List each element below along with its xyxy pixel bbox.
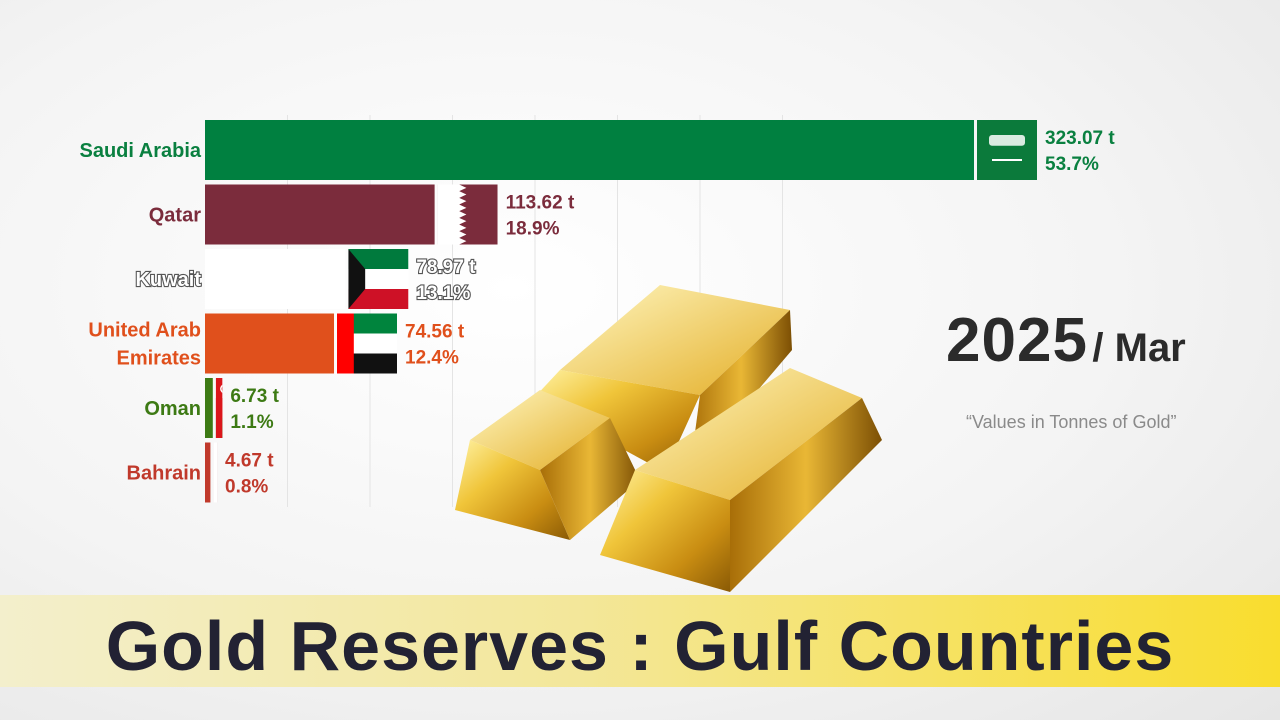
bahrain-flag (213, 442, 218, 503)
gold-bars-image (455, 285, 882, 592)
kuwait-flag (348, 249, 409, 309)
value-label: 4.67 t (225, 451, 274, 472)
category-label: Qatar (149, 205, 201, 227)
period-year: 2025 (946, 306, 1088, 375)
percent-label: 13.1% (416, 283, 470, 304)
bars-group: Saudi Arabia 323.07 t 53.7% Qatar 113.62 t 18… (79, 120, 1115, 503)
category-label: Kuwait (135, 269, 201, 291)
value-label: 6.73 t (230, 386, 279, 407)
bar-qatar (205, 184, 435, 245)
period-month: / Mar (1092, 326, 1186, 370)
bar-oman (205, 378, 213, 438)
bar-saudi-arabia (205, 120, 974, 180)
period-label: 2025 / Mar (946, 305, 1186, 376)
percent-label: 0.8% (225, 477, 268, 498)
bar-united-arab-emirates (205, 313, 335, 374)
oman-flag (215, 378, 223, 438)
bar-kuwait (205, 249, 346, 309)
category-label: Saudi Arabia (79, 140, 201, 162)
category-label: Oman (144, 398, 201, 420)
title-banner (0, 595, 1280, 687)
value-label: 78.97 t (416, 257, 476, 278)
category-label: United Arab Emirates (88, 320, 201, 370)
category-label: Bahrain (127, 463, 201, 485)
banner-title: Gold Reserves : Gulf Countries (105, 607, 1175, 685)
value-label: 74.56 t (405, 322, 465, 343)
percent-label: 18.9% (506, 219, 560, 240)
value-label: 113.62 t (506, 193, 575, 214)
units-note: “Values in Tonnes of Gold” (966, 412, 1177, 432)
value-label: 323.07 t (1045, 128, 1115, 149)
saudi-arabia-flag (977, 120, 1037, 180)
percent-label: 12.4% (405, 348, 459, 369)
percent-label: 53.7% (1045, 154, 1099, 175)
uae-flag (337, 313, 398, 374)
bar-bahrain (205, 442, 211, 503)
percent-label: 1.1% (230, 412, 273, 433)
qatar-flag (437, 184, 498, 245)
